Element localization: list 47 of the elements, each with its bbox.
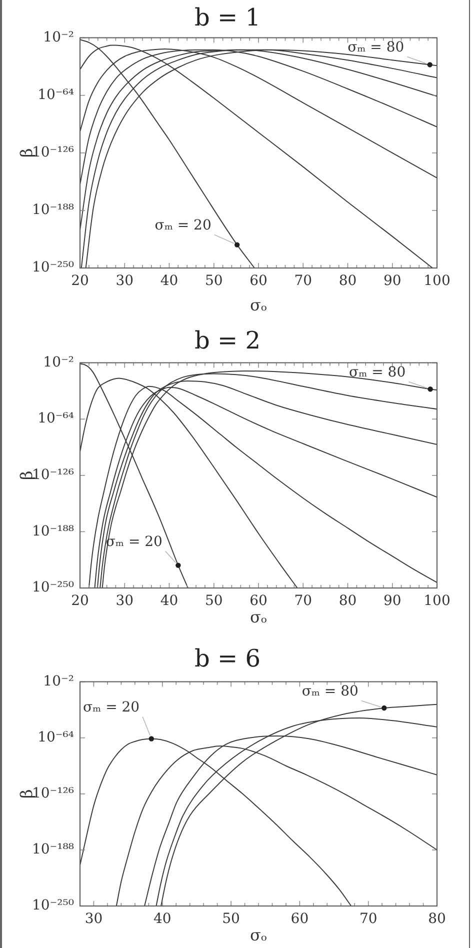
annotation: σₘ = 20 [154,217,212,234]
annotation: σₘ = 80 [302,683,358,700]
y-tick-label: 10⁻⁶⁴ [38,86,74,103]
x-tick-label: 60 [250,273,268,290]
x-tick-label: 80 [338,273,357,290]
x-tick-label: 50 [204,593,223,610]
y-tick-label: 10⁻² [43,673,74,690]
x-tick-label: 70 [294,273,312,290]
y-tick-label: 10⁻²⁵⁰ [32,898,74,914]
x-tick-label: 20 [71,273,89,290]
x-tick-label: 80 [428,911,446,928]
x-tick-label: 50 [222,911,240,928]
y-tick-label: 10⁻⁶⁴ [38,729,74,746]
y-tick-label: 10⁻¹⁸⁸ [32,202,74,218]
annotation: σₘ = 20 [82,699,140,716]
y-tick-label: 10⁻²⁵⁰ [32,260,74,276]
x-tick-label: 80 [338,593,357,610]
y-tick-label: 10⁻² [43,29,74,46]
y-tick-label: 10⁻² [43,354,74,370]
x-tick-label: 60 [290,911,309,928]
y-tick-label: 10⁻¹⁸⁸ [32,842,74,858]
y-tick-label: 10⁻¹⁸⁸ [32,523,74,540]
annotation: σₘ = 80 [348,39,404,56]
x-tick-label: 70 [294,593,312,610]
x-tick-label: 20 [71,593,89,610]
x-tick-label: 30 [116,593,134,610]
x-tick-label: 40 [153,911,172,928]
x-tick-label: 100 [424,273,450,290]
x-tick-label: 100 [424,593,450,610]
y-tick-label: 10⁻⁶⁴ [38,410,74,427]
x-tick-label: 30 [84,911,103,928]
chart-title: b = 6 [194,644,260,673]
x-tick-label: 90 [383,273,402,290]
x-tick-label: 70 [359,911,378,928]
annotation: σₘ = 80 [349,364,406,380]
chart-title: b = 1 [194,4,260,32]
x-tick-label: 40 [160,273,178,290]
x-tick-label: 60 [250,593,268,610]
x-tick-label: 30 [116,273,134,290]
x-axis-title: σₒ [250,926,268,945]
x-tick-label: 40 [160,593,178,610]
x-tick-label: 90 [383,593,402,610]
x-axis-title: σₒ [250,296,268,315]
chart-title: b = 2 [194,326,260,355]
x-axis-title: σₒ [250,608,268,627]
x-tick-label: 50 [204,273,223,290]
y-tick-label: 10⁻²⁵⁰ [32,580,74,596]
